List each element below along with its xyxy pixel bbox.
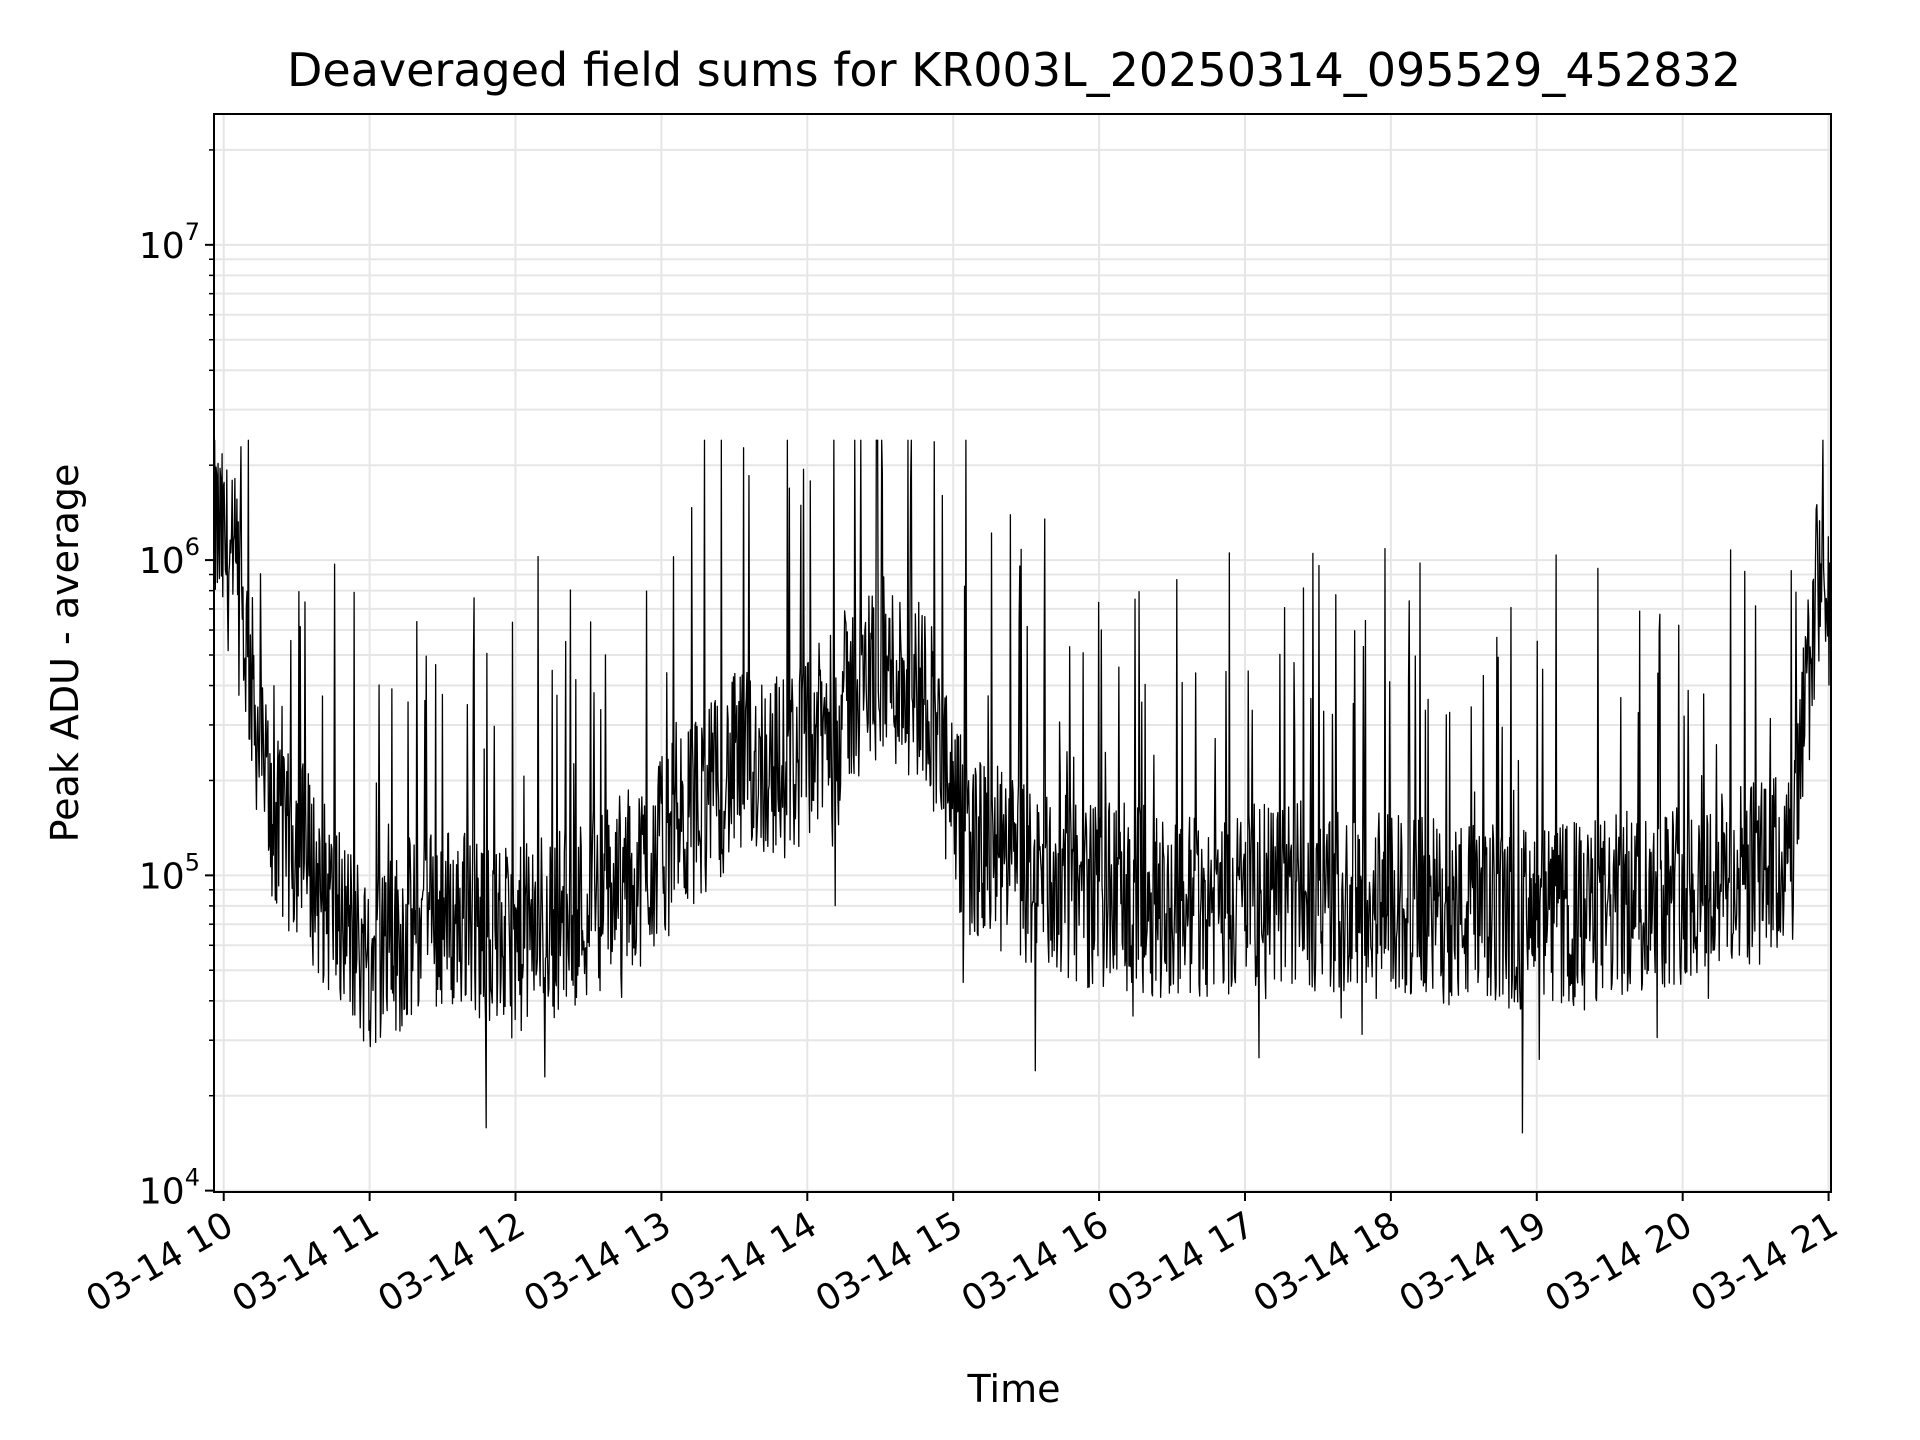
y-tick-label: 106 — [139, 533, 200, 582]
y-tick-label: 105 — [139, 848, 200, 897]
plot-frame — [213, 113, 1832, 1193]
y-tick-base: 10 — [139, 1172, 185, 1213]
series-line — [213, 439, 1832, 1134]
chart-title: Deaveraged field sums for KR003L_2025031… — [287, 43, 1741, 97]
y-tick-exponent: 4 — [185, 1164, 200, 1192]
y-tick-base: 10 — [139, 226, 185, 267]
y-tick-label: 107 — [139, 218, 200, 267]
data-layer — [213, 439, 1832, 1134]
y-tick-exponent: 7 — [185, 218, 200, 246]
y-tick-base: 10 — [139, 856, 185, 897]
y-axis-label: Peak ADU - average — [43, 464, 87, 843]
y-tick-label: 104 — [139, 1164, 200, 1213]
x-axis-label: Time — [967, 1367, 1061, 1411]
y-tick-exponent: 5 — [185, 848, 200, 876]
y-tick-base: 10 — [139, 541, 185, 582]
y-tick-exponent: 6 — [185, 533, 200, 561]
